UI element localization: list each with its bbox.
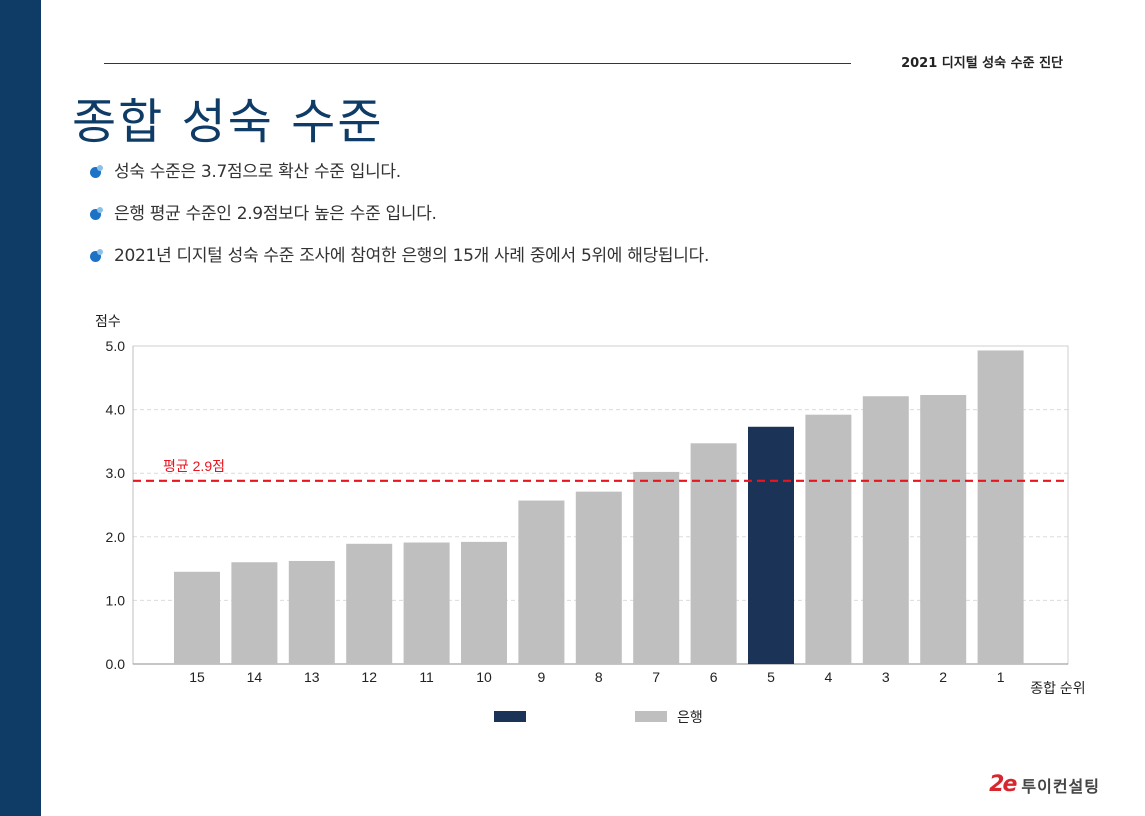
y-tick-label: 0.0 [106, 656, 126, 672]
x-tick-label: 10 [476, 669, 492, 685]
x-tick-label: 7 [652, 669, 660, 685]
bar [805, 414, 852, 664]
bar [403, 542, 450, 664]
bullet-text: 2021년 디지털 성숙 수준 조사에 참여한 은행의 15개 사례 중에서 5… [114, 246, 710, 266]
x-tick-label: 6 [710, 669, 718, 685]
bar [346, 543, 393, 664]
company-logo: 2e 투이컨설팅 [989, 772, 1100, 797]
average-label: 평균 2.9점 [163, 458, 225, 474]
left-accent-bar [0, 0, 41, 816]
y-tick-label: 2.0 [106, 529, 126, 545]
bullet-item: 2021년 디지털 성숙 수준 조사에 참여한 은행의 15개 사례 중에서 5… [88, 242, 709, 284]
legend-label: 은행 [677, 709, 703, 725]
bar-highlight [748, 426, 794, 664]
x-tick-label: 4 [825, 669, 833, 685]
bar [862, 396, 909, 664]
x-tick-label: 2 [939, 669, 947, 685]
bar [575, 491, 622, 664]
x-tick-label: 9 [538, 669, 546, 685]
x-tick-label: 13 [304, 669, 320, 685]
bar [231, 562, 278, 664]
page-title: 종합 성숙 수준 [72, 94, 384, 150]
legend-swatch [494, 711, 526, 722]
x-tick-label: 3 [882, 669, 890, 685]
x-axis-title: 종합 순위 [1030, 680, 1085, 696]
logo-mark: 2e [989, 772, 1017, 797]
y-tick-label: 4.0 [106, 402, 126, 418]
y-tick-label: 3.0 [106, 465, 126, 481]
x-tick-label: 5 [767, 669, 775, 685]
x-tick-label: 15 [189, 669, 205, 685]
y-tick-label: 1.0 [106, 592, 126, 608]
header-rule [104, 63, 851, 64]
x-tick-label: 14 [247, 669, 263, 685]
x-tick-label: 12 [361, 669, 377, 685]
bullet-text: 성숙 수준은 3.7점으로 확산 수준 입니다. [114, 162, 401, 182]
y-tick-label: 5.0 [106, 338, 126, 354]
bullet-icon [90, 249, 103, 262]
bar [174, 571, 220, 664]
y-axis-title: 점수 [95, 313, 121, 329]
x-tick-label: 1 [997, 669, 1005, 685]
bar [288, 560, 335, 664]
logo-text: 투이컨설팅 [1021, 776, 1100, 796]
bar [461, 541, 507, 664]
x-tick-label: 11 [419, 669, 434, 685]
bar [518, 500, 565, 664]
legend-swatch [635, 711, 667, 722]
bar [977, 350, 1024, 664]
document-title: 2021 디지털 성숙 수준 진단 [901, 56, 1063, 71]
bullet-icon [90, 207, 103, 220]
bullet-item: 은행 평균 수준인 2.9점보다 높은 수준 입니다. [88, 200, 709, 242]
bar [690, 443, 737, 664]
x-tick-label: 8 [595, 669, 603, 685]
summary-bullets: 성숙 수준은 3.7점으로 확산 수준 입니다. 은행 평균 수준인 2.9점보… [88, 158, 709, 284]
bullet-item: 성숙 수준은 3.7점으로 확산 수준 입니다. [88, 158, 709, 200]
bar [633, 471, 680, 664]
bar [920, 394, 967, 664]
bullet-icon [90, 165, 103, 178]
bullet-text: 은행 평균 수준인 2.9점보다 높은 수준 입니다. [114, 204, 437, 224]
